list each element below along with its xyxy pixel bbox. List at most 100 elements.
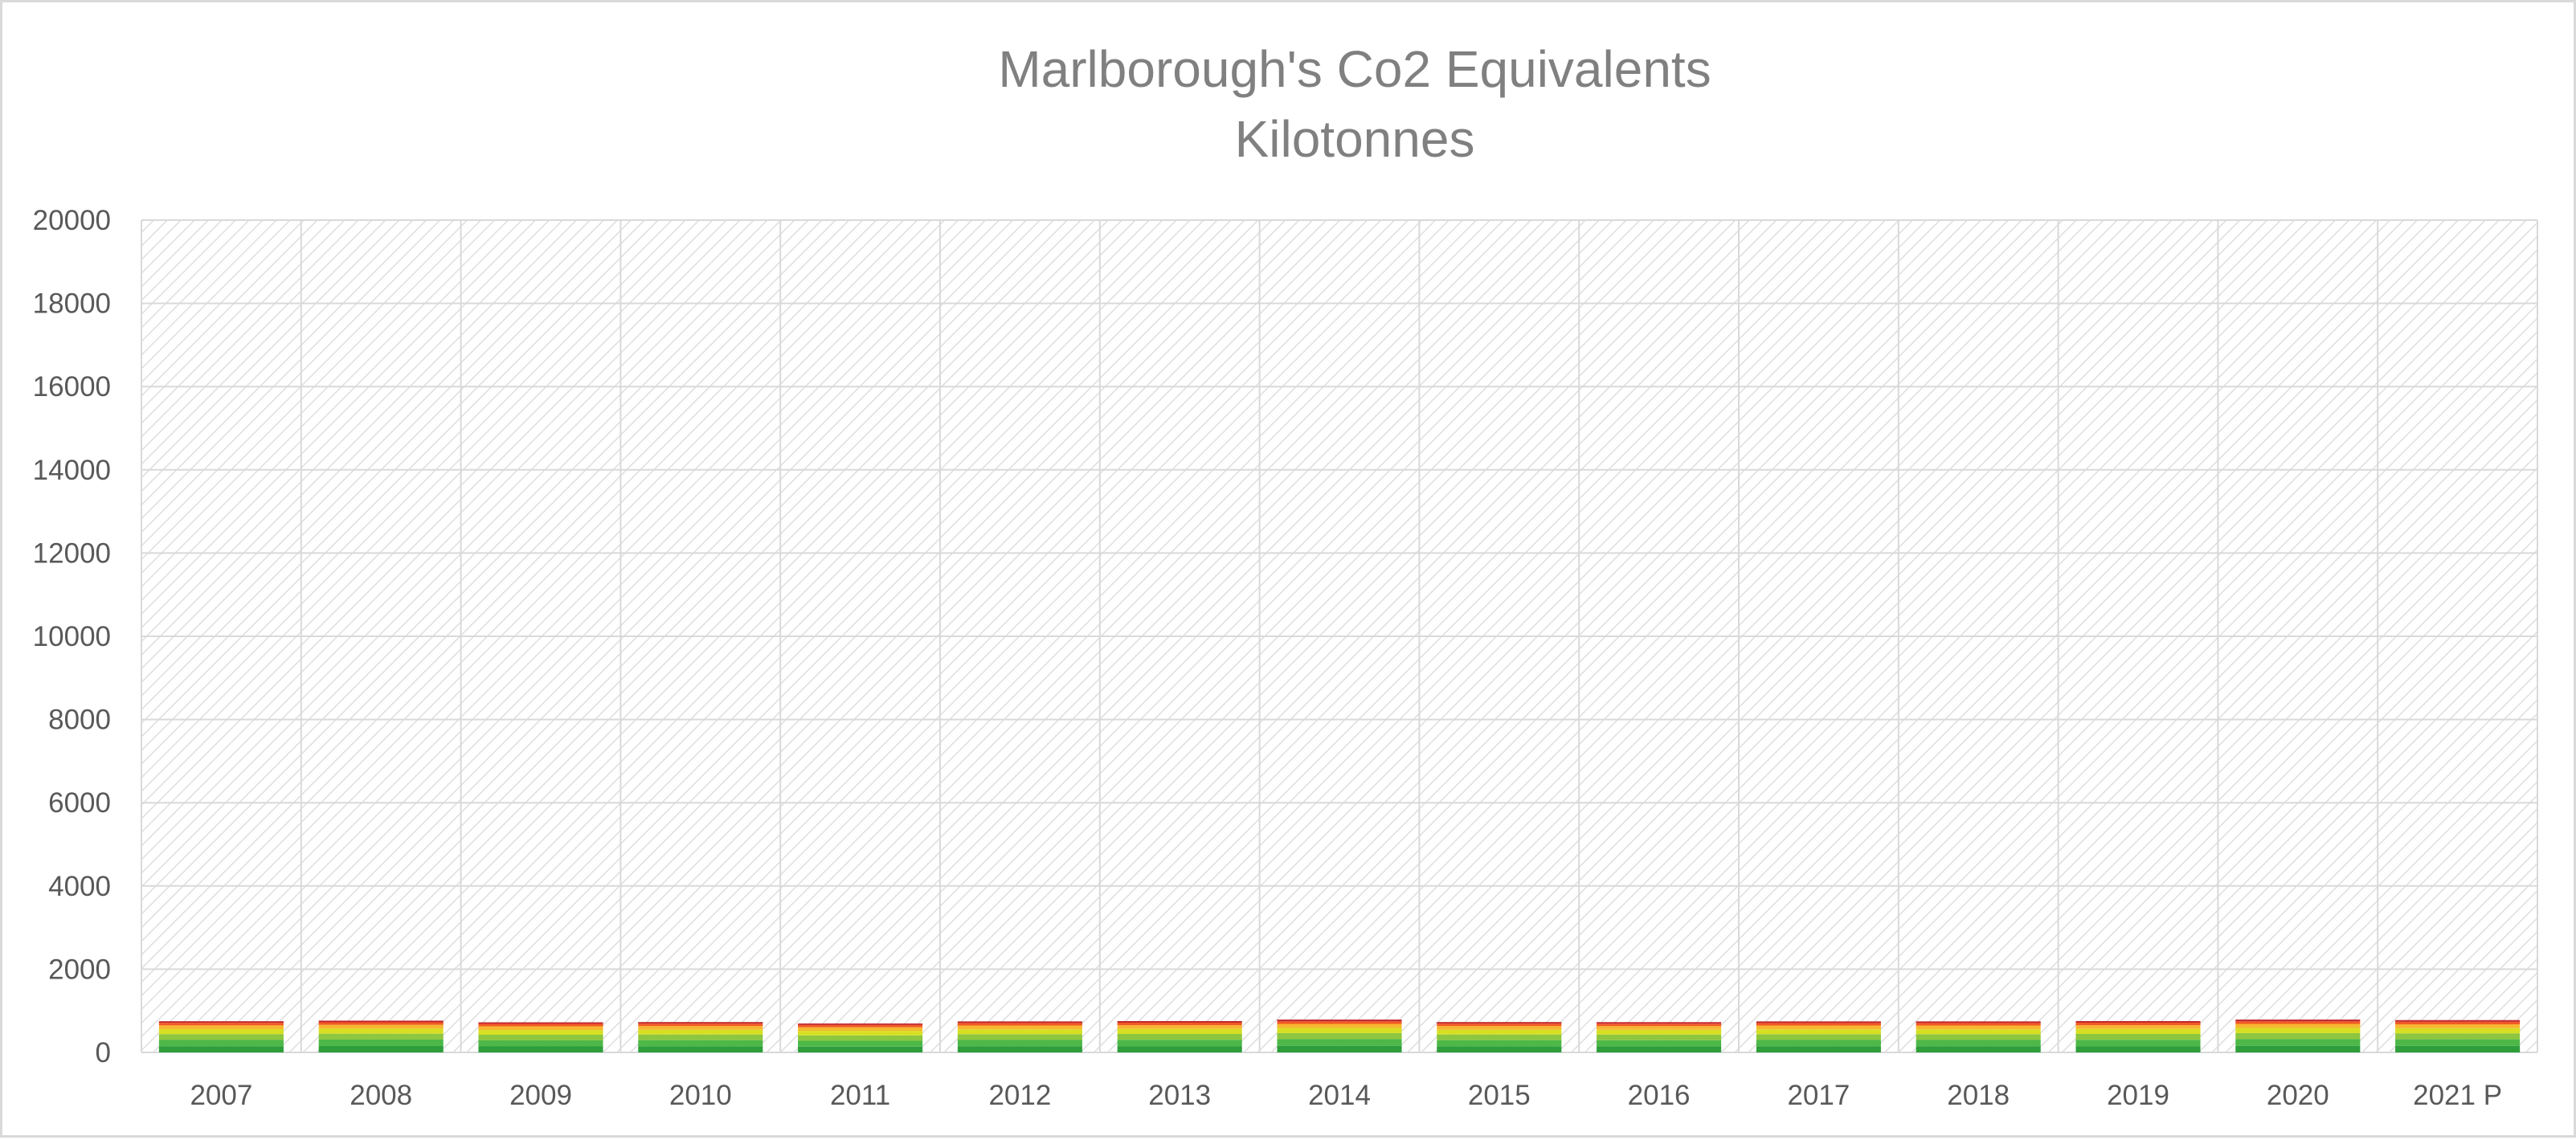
- bar-segment: [1916, 1025, 2041, 1030]
- bar-segment: [1597, 1026, 1722, 1030]
- bar-segment: [158, 1023, 284, 1026]
- x-tick-label: 2010: [669, 1080, 732, 1111]
- bar-segment: [2395, 1024, 2521, 1028]
- bar-segment: [2235, 1045, 2361, 1052]
- bar-segment: [1597, 1040, 1722, 1047]
- bar-segment: [638, 1034, 763, 1040]
- bar-segment: [2075, 1020, 2201, 1024]
- bar-segment: [1437, 1026, 1562, 1030]
- bar-segment: [957, 1046, 1082, 1052]
- y-tick-label: 0: [96, 1037, 111, 1068]
- bar-segment: [478, 1040, 603, 1047]
- bar-segment: [1117, 1040, 1242, 1047]
- y-tick-label: 14000: [33, 455, 111, 486]
- bar-segment: [2235, 1019, 2361, 1022]
- x-tick-label: 2007: [190, 1080, 252, 1111]
- bar-segment: [798, 1040, 923, 1047]
- bar-segment: [158, 1034, 284, 1040]
- x-tick-label: 2019: [2107, 1080, 2169, 1111]
- bar-segment: [1277, 1021, 1402, 1024]
- x-tick-label: 2017: [1787, 1080, 1850, 1111]
- y-tick-label: 2000: [48, 954, 111, 985]
- bar-segment: [638, 1040, 763, 1047]
- bar-segment: [957, 1025, 1082, 1030]
- x-tick-label: 2011: [830, 1080, 890, 1111]
- bar-segment: [318, 1033, 444, 1040]
- bar-segment: [318, 1039, 444, 1046]
- bar-segment: [478, 1024, 603, 1027]
- bar-segment: [1597, 1022, 1722, 1024]
- bar-segment: [638, 1022, 763, 1024]
- bar-segment: [158, 1021, 284, 1024]
- bar-segment: [957, 1040, 1082, 1047]
- bar-segment: [638, 1024, 763, 1027]
- bar-segment: [1756, 1040, 1881, 1047]
- bar-segment: [1437, 1022, 1562, 1024]
- bar-segment: [318, 1020, 444, 1023]
- bar-segment: [1277, 1045, 1402, 1052]
- bars: [158, 1019, 2521, 1052]
- bar-segment: [1597, 1024, 1722, 1027]
- bar-segment: [2395, 1033, 2521, 1040]
- bar-segment: [1597, 1046, 1722, 1052]
- bar-segment: [2075, 1046, 2201, 1052]
- x-tick-label: 2014: [1308, 1080, 1371, 1111]
- y-tick-label: 10000: [33, 621, 111, 652]
- x-tick-label: 2015: [1468, 1080, 1531, 1111]
- bar-segment: [798, 1023, 923, 1025]
- bar-segment: [2395, 1039, 2521, 1046]
- x-tick-label: 2008: [350, 1080, 412, 1111]
- bar-segment: [1117, 1028, 1242, 1035]
- x-tick-label: 2021 P: [2413, 1080, 2502, 1111]
- bar-segment: [1117, 1025, 1242, 1029]
- bar-segment: [158, 1046, 284, 1052]
- bar-segment: [2395, 1021, 2521, 1025]
- bar-segment: [798, 1046, 923, 1052]
- bar-segment: [158, 1040, 284, 1047]
- bar-segment: [478, 1046, 603, 1052]
- bar-segment: [2395, 1028, 2521, 1034]
- bar-segment: [1597, 1029, 1722, 1035]
- bar-segment: [1437, 1034, 1562, 1040]
- bar-segment: [2075, 1025, 2201, 1029]
- bar-segment: [1916, 1021, 2041, 1024]
- gridlines: [141, 219, 2538, 1053]
- bar-segment: [1916, 1029, 2041, 1035]
- bar-segment: [1277, 1032, 1402, 1040]
- bar-segment: [1756, 1034, 1881, 1040]
- bar-segment: [798, 1035, 923, 1041]
- bar-segment: [1756, 1023, 1881, 1026]
- bar-segment: [1277, 1028, 1402, 1033]
- bar-segment: [2235, 1039, 2361, 1046]
- bar-segment: [1756, 1046, 1881, 1052]
- bar-segment: [1437, 1046, 1562, 1052]
- bar-segment: [318, 1022, 444, 1025]
- bar-segment: [798, 1024, 923, 1028]
- bar-segment: [1756, 1021, 1881, 1024]
- bar-segment: [158, 1028, 284, 1035]
- x-tick-label: 2020: [2267, 1080, 2329, 1111]
- bar-segment: [2395, 1019, 2521, 1022]
- x-tick-label: 2009: [509, 1080, 572, 1111]
- bar-segment: [478, 1022, 603, 1024]
- bar-segment: [638, 1026, 763, 1030]
- bar-segment: [957, 1023, 1082, 1026]
- x-tick-label: 2012: [988, 1080, 1051, 1111]
- y-tick-label: 6000: [48, 787, 111, 819]
- bar-segment: [1117, 1046, 1242, 1052]
- bar-segment: [1597, 1034, 1722, 1040]
- y-tick-label: 20000: [33, 205, 111, 236]
- bar-segment: [1437, 1029, 1562, 1035]
- x-tick-label: 2018: [1947, 1080, 2010, 1111]
- y-tick-label: 16000: [33, 371, 111, 402]
- y-tick-label: 12000: [33, 537, 111, 569]
- y-tick-label: 8000: [48, 705, 111, 736]
- bar-segment: [1756, 1025, 1881, 1030]
- bar-segment: [1437, 1024, 1562, 1027]
- bar-segment: [638, 1029, 763, 1035]
- bar-segment: [318, 1028, 444, 1034]
- bar-segment: [2395, 1045, 2521, 1052]
- bar-segment: [1277, 1024, 1402, 1028]
